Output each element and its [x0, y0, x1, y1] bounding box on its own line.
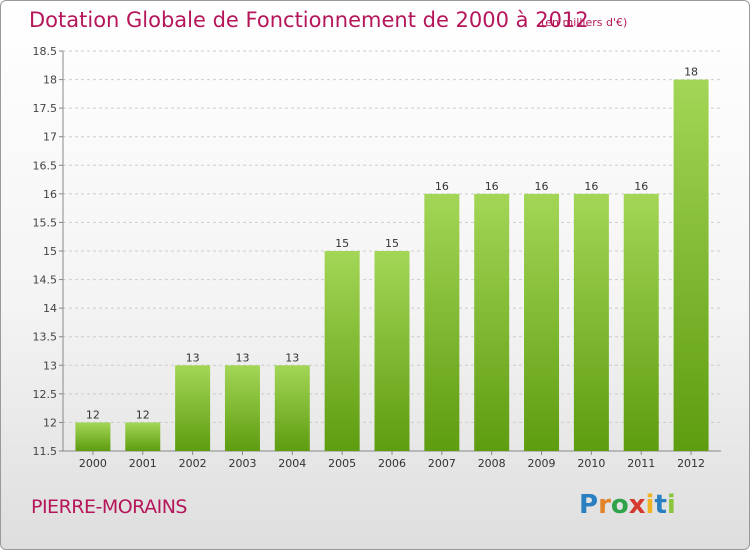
bar [673, 79, 709, 452]
logo-letter: i [645, 490, 655, 520]
y-tick-label: 14 [43, 302, 57, 315]
y-tick-label: 13.5 [33, 331, 58, 344]
bar [374, 251, 410, 451]
bar [474, 193, 510, 451]
y-tick-label: 15 [43, 245, 57, 258]
x-tick-label: 2009 [528, 457, 556, 470]
bar [274, 365, 310, 451]
data-label: 16 [634, 180, 648, 193]
logo-letter: x [628, 490, 646, 520]
bar [623, 193, 659, 451]
y-tick-label: 18.5 [33, 45, 58, 58]
data-label: 16 [485, 180, 499, 193]
bar [573, 193, 609, 451]
logo-letter: r [598, 490, 611, 520]
y-tick-label: 15.5 [33, 216, 58, 229]
x-tick-label: 2008 [478, 457, 506, 470]
logo-letter: t [654, 490, 667, 520]
x-tick-label: 2011 [627, 457, 655, 470]
x-tick-label: 2002 [179, 457, 207, 470]
x-tick-label: 2007 [428, 457, 456, 470]
x-tick-label: 2001 [129, 457, 157, 470]
y-tick-label: 17.5 [33, 102, 58, 115]
y-tick-label: 16 [43, 188, 57, 201]
data-label: 12 [86, 408, 100, 421]
x-tick-label: 2000 [79, 457, 107, 470]
y-tick-label: 14.5 [33, 274, 58, 287]
bar [324, 251, 360, 451]
chart-title: Dotation Globale de Fonctionnement de 20… [29, 8, 589, 32]
x-tick-label: 2003 [228, 457, 256, 470]
logo-letter: P [579, 490, 599, 520]
x-tick-label: 2010 [577, 457, 605, 470]
y-tick-label: 12.5 [33, 388, 58, 401]
data-label: 15 [385, 237, 399, 250]
bar [224, 365, 260, 451]
y-tick-label: 17 [43, 131, 57, 144]
data-label: 12 [136, 408, 150, 421]
bar [524, 193, 560, 451]
bar [424, 193, 460, 451]
y-tick-label: 13 [43, 359, 57, 372]
data-label: 16 [535, 180, 549, 193]
logo-letter: o [610, 490, 629, 520]
x-tick-label: 2006 [378, 457, 406, 470]
bar [175, 365, 211, 451]
data-label: 16 [435, 180, 449, 193]
data-label: 15 [335, 237, 349, 250]
y-tick-label: 11.5 [33, 445, 58, 458]
x-tick-label: 2012 [677, 457, 705, 470]
y-tick-label: 16.5 [33, 159, 58, 172]
commune-name: PIERRE-MORAINS [31, 496, 187, 518]
y-tick-label: 18 [43, 74, 57, 87]
bar [75, 422, 111, 451]
proxiti-logo: Proxiti [579, 490, 676, 520]
bar [125, 422, 161, 451]
x-tick-label: 2004 [278, 457, 306, 470]
data-label: 13 [235, 351, 249, 364]
logo-letter: i [666, 490, 676, 520]
x-tick-label: 2005 [328, 457, 356, 470]
y-tick-label: 12 [43, 416, 57, 429]
data-label: 18 [684, 66, 698, 79]
data-label: 13 [186, 351, 200, 364]
unit-note: (en milliers d'€) [541, 16, 628, 29]
data-label: 13 [285, 351, 299, 364]
data-label: 16 [584, 180, 598, 193]
